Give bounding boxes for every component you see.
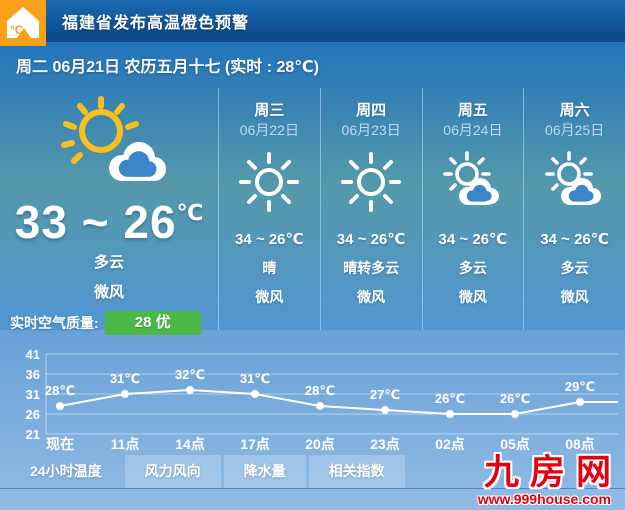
svg-text:26℃: 26℃ <box>435 391 465 406</box>
svg-text:31℃: 31℃ <box>110 371 140 386</box>
svg-text:05点: 05点 <box>500 436 530 452</box>
sun-cloud-icon <box>49 93 169 188</box>
temp-unit: ℃ <box>176 200 204 225</box>
day-name: 周六 <box>559 102 590 119</box>
tab-24h-temperature[interactable]: 24小时温度 <box>30 463 102 479</box>
day-temp: 34 ~ 26℃ <box>336 231 406 248</box>
svg-text:08点: 08点 <box>565 436 595 452</box>
svg-text:26: 26 <box>26 407 40 422</box>
day-name: 周三 <box>254 102 285 119</box>
day-wind: 微风 <box>255 289 284 305</box>
svg-text:14点: 14点 <box>175 436 205 452</box>
day-name: 周四 <box>356 102 387 119</box>
svg-text:27℃: 27℃ <box>370 387 400 402</box>
date-text: 周二 06月21日 农历五月十七 (实时 : 28℃) <box>16 59 319 76</box>
chart-zone: 41 36 31 26 21 28℃ 现在 31℃ 11点 32℃ 14点 31℃ 17点 28℃ 20点 2… <box>0 330 625 488</box>
current-temp: 33 ~ 26℃ <box>14 196 204 248</box>
svg-text:28℃: 28℃ <box>305 383 335 398</box>
alert-bar: °C 福建省发布高温橙色预警 <box>0 0 625 46</box>
day-wind: 微风 <box>560 289 589 305</box>
day-date: 06月25日 <box>545 122 605 138</box>
current-wind: 微风 <box>93 284 124 301</box>
svg-text:20点: 20点 <box>305 436 335 452</box>
svg-text:°C: °C <box>10 23 24 37</box>
forecast-zone: 周二 06月21日 农历五月十七 (实时 : 28℃) <box>0 42 625 335</box>
tab-precipitation[interactable]: 降水量 <box>223 455 306 488</box>
partly-cloudy-icon <box>441 151 505 213</box>
site-logo: 九房网 www.999house.com <box>477 455 611 507</box>
day-wind: 微风 <box>458 289 487 305</box>
day-date: 06月23日 <box>341 122 401 138</box>
air-quality-badge: 28 优 <box>104 311 201 335</box>
temperature-chart: 41 36 31 26 21 28℃ 现在 31℃ 11点 32℃ 14点 31℃ 17点 28℃ 20点 2… <box>0 330 625 455</box>
day-wind: 微风 <box>357 289 386 305</box>
day-temp: 34 ~ 26℃ <box>438 231 508 248</box>
day-temp: 34 ~ 26℃ <box>235 231 304 248</box>
svg-text:02点: 02点 <box>435 436 465 452</box>
chart-tabs: 24小时温度 风力风向 降水量 相关指数 <box>0 455 625 488</box>
air-quality-label: 实时空气质量: <box>10 315 99 331</box>
forecast-day-fri: 周五 06月24日 <box>421 88 524 330</box>
svg-text:现在: 现在 <box>46 436 74 452</box>
svg-text:11点: 11点 <box>111 436 140 452</box>
sunny-icon <box>238 151 300 213</box>
day-condition: 多云 <box>458 260 487 276</box>
forecast-day-sat: 周六 06月25日 <box>523 88 625 330</box>
day-condition: 晴 <box>262 260 277 276</box>
forecast-area: 33 ~ 26℃ 多云 微风 实时空气质量: 28 优 周三 06月22日 <box>0 88 625 335</box>
alert-title: 福建省发布高温橙色预警 <box>62 15 250 32</box>
bottom-strip <box>0 488 625 510</box>
current-weather: 33 ~ 26℃ 多云 微风 实时空气质量: 28 优 <box>0 88 218 335</box>
forecast-day-wed: 周三 06月22日 34 ~ 26℃ 晴 微风 <box>218 88 320 330</box>
day-temp: 34 ~ 26℃ <box>540 231 609 248</box>
date-bar: 周二 06月21日 农历五月十七 (实时 : 28℃) <box>0 42 625 88</box>
day-condition: 晴转多云 <box>343 260 400 276</box>
svg-text:36: 36 <box>26 367 40 382</box>
day-name: 周五 <box>457 102 488 119</box>
day-date: 06月24日 <box>443 122 503 138</box>
high-temp-warning-icon: °C <box>0 0 46 46</box>
svg-text:28℃: 28℃ <box>45 383 75 398</box>
tab-wind[interactable]: 风力风向 <box>124 455 221 488</box>
current-condition: 多云 <box>93 254 124 271</box>
svg-text:31℃: 31℃ <box>240 371 270 386</box>
svg-text:29℃: 29℃ <box>565 379 595 394</box>
svg-text:41: 41 <box>26 347 40 362</box>
air-quality-row: 实时空气质量: 28 优 <box>0 311 218 335</box>
day-condition: 多云 <box>560 260 589 276</box>
site-logo-text: 九房网 <box>483 453 622 492</box>
day-date: 06月22日 <box>239 122 299 138</box>
svg-text:26℃: 26℃ <box>500 391 530 406</box>
svg-text:32℃: 32℃ <box>175 367 205 382</box>
svg-text:17点: 17点 <box>240 436 270 452</box>
site-url: www.999house.com <box>477 491 611 507</box>
tab-indices[interactable]: 相关指数 <box>308 455 405 488</box>
warning-house-icon: °C <box>7 7 39 38</box>
svg-text:21: 21 <box>26 427 40 442</box>
partly-cloudy-icon <box>543 151 607 213</box>
svg-text:31: 31 <box>26 387 40 402</box>
temperature-line-chart: 41 36 31 26 21 28℃ 现在 31℃ 11点 32℃ 14点 31℃ 17点 28℃ 20点 2… <box>26 347 618 452</box>
forecast-day-thu: 周四 06月23日 34 ~ 26℃ 晴转多云 微风 <box>319 88 422 330</box>
sunny-icon <box>340 151 402 213</box>
svg-text:23点: 23点 <box>370 436 400 452</box>
